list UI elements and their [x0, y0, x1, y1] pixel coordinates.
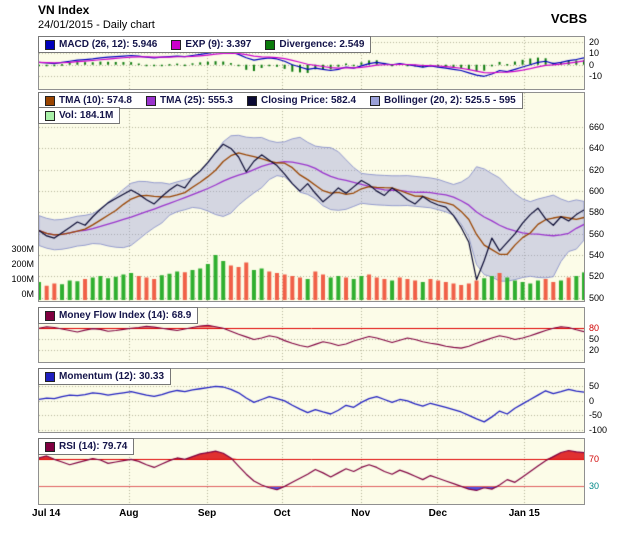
- y-axis-tick-label: -100: [589, 424, 608, 435]
- legend-item: TMA (10): 574.8: [45, 95, 132, 106]
- x-axis-label: Sep: [197, 508, 217, 519]
- chart-date-subtitle: 24/01/2015 - Daily chart: [38, 19, 155, 31]
- price-legend: TMA (10): 574.8 TMA (25): 555.3 Closing Pr…: [38, 92, 523, 109]
- legend-item: TMA (25): 555.3: [145, 95, 233, 106]
- legend-color-swatch: [45, 95, 55, 106]
- y-axis-tick-label: 10: [589, 48, 600, 59]
- y-axis-tick-label: -10: [589, 71, 603, 82]
- legend-label: EXP (9): 3.397: [185, 39, 252, 50]
- y-axis-tick-label: 560: [589, 228, 605, 239]
- price-chart-canvas: [39, 93, 584, 301]
- legend-color-swatch: [265, 39, 276, 50]
- y-axis-tick-label: 500: [589, 292, 605, 303]
- price-panel: [38, 92, 585, 302]
- momentum-legend: Momentum (12): 30.33: [38, 368, 172, 385]
- legend-label: RSI (14): 79.74: [59, 441, 128, 452]
- legend-label: Momentum (12): 30.33: [59, 371, 165, 382]
- page-title: VN Index: [38, 3, 90, 17]
- legend-color-swatch: [45, 39, 55, 50]
- x-axis-label: Dec: [428, 508, 448, 519]
- x-axis-label: Oct: [273, 508, 291, 519]
- y-axis-tick-label: -50: [589, 410, 603, 421]
- x-axis-label: Jan 15: [508, 508, 540, 519]
- volume-axis-tick-label: 200M: [11, 259, 34, 269]
- legend-color-swatch: [45, 310, 55, 321]
- legend-item: Vol: 184.1M: [45, 110, 113, 121]
- mfi-legend: Money Flow Index (14): 68.9: [38, 307, 199, 324]
- x-axis-label: Jul 14: [32, 508, 61, 519]
- y-axis-tick-label: 620: [589, 164, 605, 175]
- macd-legend: MACD (26, 12): 5.946 EXP (9): 3.397 Diverg…: [38, 36, 372, 53]
- legend-item: MACD (26, 12): 5.946: [45, 39, 157, 50]
- volume-legend: Vol: 184.1M: [38, 107, 121, 124]
- legend-color-swatch: [370, 95, 381, 106]
- legend-color-swatch: [171, 39, 182, 50]
- brand-logo: VCBS: [550, 11, 587, 26]
- legend-color-swatch: [45, 110, 55, 121]
- legend-label: Money Flow Index (14): 68.9: [59, 310, 192, 321]
- legend-item: Divergence: 2.549: [265, 39, 364, 50]
- y-axis-tick-label: 0: [589, 59, 595, 70]
- legend-label: Bollinger (20, 2): 525.5 - 595: [384, 95, 516, 106]
- legend-item: Closing Price: 582.4: [246, 95, 357, 106]
- legend-label: Closing Price: 582.4: [260, 95, 357, 106]
- legend-label: MACD (26, 12): 5.946: [59, 39, 158, 50]
- y-axis-tick-label: 660: [589, 122, 605, 133]
- y-axis-tick-label: 80: [589, 322, 600, 333]
- legend-label: Divergence: 2.549: [279, 39, 365, 50]
- volume-axis-tick-label: 100M: [11, 274, 34, 284]
- x-axis-label: Aug: [119, 508, 139, 519]
- y-axis-tick-label: 540: [589, 250, 605, 261]
- legend-item: Momentum (12): 30.33: [45, 371, 164, 382]
- y-axis-tick-label: 30: [589, 481, 600, 492]
- legend-label: TMA (25): 555.3: [159, 95, 233, 106]
- y-axis-tick-label: 20: [589, 345, 600, 355]
- volume-axis-tick-label: 300M: [11, 244, 34, 254]
- legend-item: Bollinger (20, 2): 525.5 - 595: [370, 95, 516, 106]
- legend-item: RSI (14): 79.74: [45, 441, 127, 452]
- y-axis-tick-label: 600: [589, 186, 605, 197]
- y-axis-tick-label: 50: [589, 333, 600, 344]
- legend-label: Vol: 184.1M: [59, 110, 114, 121]
- y-axis-tick-label: 70: [589, 454, 600, 465]
- y-axis-tick-label: 640: [589, 143, 605, 154]
- legend-label: TMA (10): 574.8: [59, 95, 132, 106]
- y-axis-tick-label: 50: [589, 381, 600, 392]
- rsi-legend: RSI (14): 79.74: [38, 438, 135, 455]
- legend-color-swatch: [45, 441, 55, 452]
- y-axis-tick-label: 520: [589, 271, 605, 282]
- y-axis-tick-label: 0: [589, 395, 595, 406]
- x-axis-label: Nov: [351, 508, 371, 519]
- y-axis-tick-label: 580: [589, 207, 605, 218]
- legend-item: EXP (9): 3.397: [171, 39, 251, 50]
- volume-axis-tick-label: 0M: [21, 289, 34, 299]
- legend-color-swatch: [145, 95, 156, 106]
- y-axis-tick-label: 20: [589, 36, 600, 47]
- legend-color-swatch: [246, 95, 257, 106]
- legend-item: Money Flow Index (14): 68.9: [45, 310, 191, 321]
- legend-color-swatch: [45, 371, 55, 382]
